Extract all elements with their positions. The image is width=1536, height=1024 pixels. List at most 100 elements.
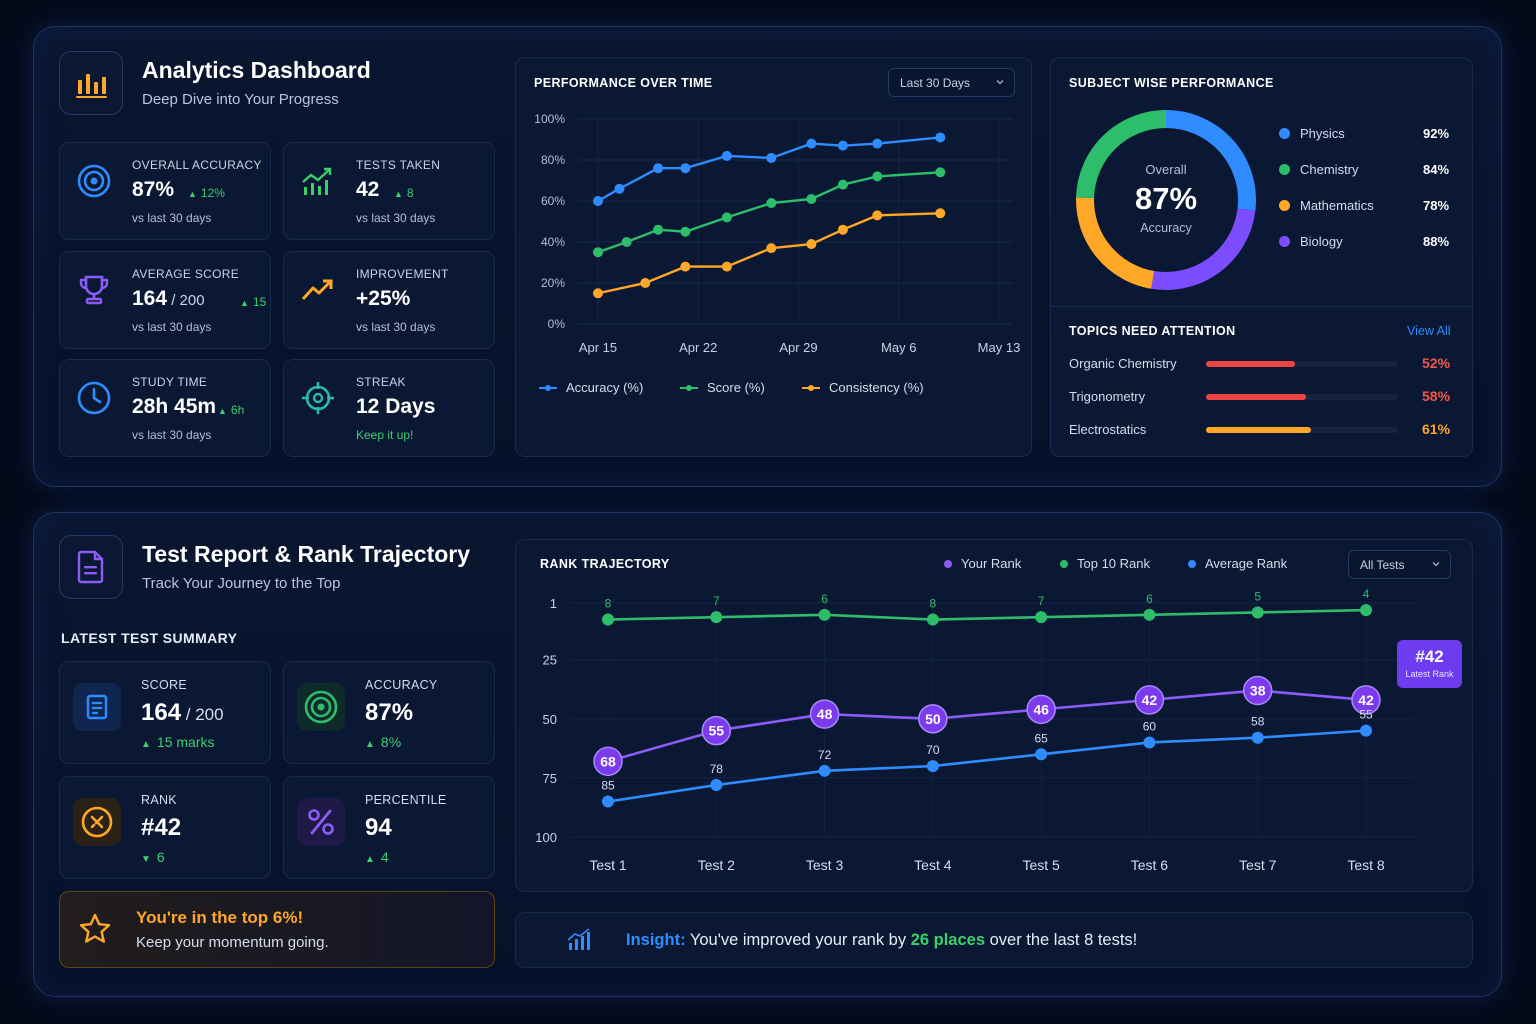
tests-dropdown-value: All Tests	[1360, 557, 1405, 572]
legend-label: Top 10 Rank	[1077, 556, 1150, 571]
legend-label: Accuracy (%)	[566, 380, 644, 395]
data-point	[680, 226, 691, 237]
stat-footnote: vs last 30 days	[356, 211, 436, 225]
legend-marker-icon	[802, 383, 820, 393]
data-point	[721, 261, 732, 272]
data-point	[926, 760, 939, 773]
subject-legend-item: Chemistry 84%	[1279, 162, 1453, 177]
data-label: 78	[710, 762, 724, 776]
legend-dot-icon	[1279, 164, 1290, 175]
topic-name: Organic Chemistry	[1069, 356, 1177, 371]
x-tick-label: Apr 22	[679, 340, 717, 355]
stat-label: STREAK	[356, 375, 406, 389]
summary-value-main: 164	[141, 699, 182, 726]
percent-icon	[297, 798, 345, 846]
data-label: 5	[1254, 589, 1261, 603]
data-point	[653, 163, 664, 174]
summary-value: 164 / 200	[141, 699, 224, 727]
crosshair-icon	[300, 380, 336, 416]
tests-dropdown[interactable]: All Tests	[1348, 550, 1451, 579]
performance-chart: 0% 20% 40% 60% 80% 100% Apr 15 Apr 22 Apr 29 May …	[534, 112, 1021, 355]
legend-item: Score (%)	[680, 380, 765, 395]
stat-label: TESTS TAKEN	[356, 158, 441, 172]
data-point	[935, 208, 946, 219]
star-icon	[79, 913, 111, 943]
x-tick-label: Test 8	[1347, 857, 1385, 873]
topic-pct: 61%	[1422, 421, 1451, 437]
document-icon	[73, 683, 121, 731]
performance-card	[515, 57, 1032, 457]
legend-label: Your Rank	[961, 556, 1022, 571]
legend-dot-icon	[1279, 200, 1290, 211]
data-point	[837, 179, 848, 190]
subject-name: Mathematics	[1300, 198, 1374, 213]
rank-value-label: 46	[1033, 701, 1049, 717]
data-point	[1360, 604, 1372, 617]
x-tick-label: Test 7	[1239, 857, 1277, 873]
data-label: 4	[1363, 587, 1370, 601]
data-point	[593, 196, 603, 206]
summary-value-main: #42	[141, 814, 182, 841]
dashboard-title: Analytics Dashboard	[142, 57, 371, 83]
banner-title: You're in the top 6%!	[136, 908, 304, 927]
y-tick-label: 0%	[548, 317, 566, 331]
up-arrow-icon: ▲	[240, 298, 249, 308]
subject-legend-item: Biology 88%	[1279, 234, 1453, 249]
data-point	[721, 150, 732, 161]
insight-bar	[515, 912, 1473, 968]
stat-value-main: 28h 45m	[132, 395, 217, 418]
stat-value: +25%	[356, 287, 410, 311]
data-point	[766, 243, 777, 254]
legend-dot-icon	[1060, 559, 1068, 568]
rank-marker	[593, 746, 623, 777]
target-icon	[297, 683, 345, 731]
period-dropdown-value: Last 30 Days	[900, 75, 971, 90]
series-line	[597, 136, 941, 203]
data-point	[766, 198, 777, 209]
data-label: 7	[713, 594, 720, 608]
data-point	[680, 261, 691, 272]
topics-title: TOPICS NEED ATTENTION	[1069, 324, 1236, 338]
rank-card	[515, 539, 1473, 892]
x-tick-label: Test 3	[806, 857, 844, 873]
rank-title: RANK TRAJECTORY	[540, 557, 670, 571]
data-point	[806, 239, 817, 250]
data-label: 6	[1146, 592, 1153, 606]
topic-progress-fill	[1206, 427, 1311, 433]
rank-value-label: 50	[925, 711, 941, 727]
trend-chart-icon	[300, 163, 336, 199]
data-point	[872, 210, 883, 221]
stat-delta: ▲ 12%	[188, 186, 225, 200]
rank-marker	[701, 715, 732, 746]
stat-footnote: Keep it up!	[356, 428, 414, 442]
topic-progress-bar	[1206, 394, 1398, 400]
topic-progress-fill	[1206, 361, 1296, 367]
up-arrow-icon: ▲	[394, 189, 403, 199]
stat-value: 164 / 200	[132, 287, 205, 311]
stat-footnote: vs last 30 days	[132, 428, 212, 442]
legend-marker-icon	[680, 383, 698, 393]
subject-pct: 92%	[1423, 126, 1450, 141]
data-label: 58	[1251, 715, 1265, 729]
down-arrow-icon: ▼	[141, 854, 151, 865]
summary-delta-value: 15 marks	[156, 734, 215, 750]
data-point	[935, 132, 946, 143]
period-dropdown[interactable]: Last 30 Days	[888, 68, 1015, 97]
topic-progress-bar	[1206, 427, 1398, 433]
data-point	[837, 224, 848, 235]
data-point	[1143, 736, 1156, 749]
view-all-link[interactable]: View All	[1407, 324, 1451, 338]
stat-label: IMPROVEMENT	[356, 267, 449, 281]
stat-value-main: 12 Days	[356, 395, 436, 418]
data-label: 70	[926, 743, 940, 757]
data-point	[1251, 731, 1264, 744]
x-tick-label: May 13	[978, 340, 1021, 355]
donut-center-value: 87%	[1134, 181, 1198, 216]
data-point	[926, 613, 939, 626]
report-title: Test Report & Rank Trajectory	[142, 541, 471, 567]
stat-value: 87%	[132, 178, 174, 202]
subject-name: Biology	[1300, 234, 1343, 249]
target-icon	[76, 163, 112, 199]
subject-pct: 84%	[1423, 162, 1450, 177]
data-label: 6	[821, 592, 828, 606]
